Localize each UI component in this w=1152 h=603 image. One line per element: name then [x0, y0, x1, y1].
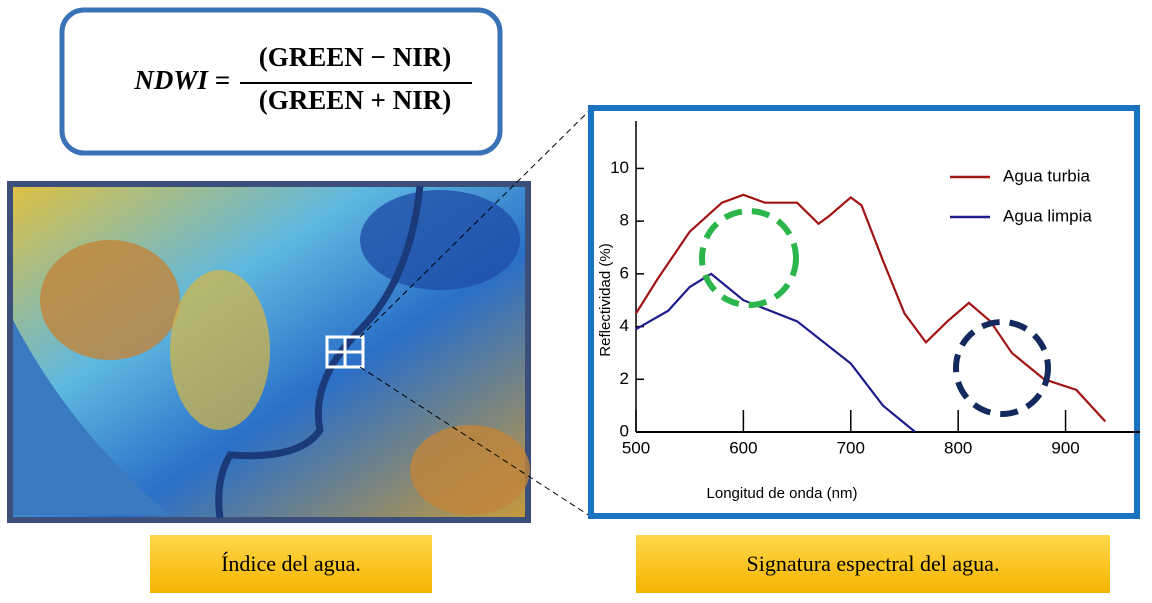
plot: 0 2 4 6 8 10 500 600 700 800 900 Agua turbia Agua li…	[610, 121, 1140, 457]
zoom-line	[359, 366, 591, 517]
x-tick-label: 800	[944, 438, 972, 457]
zoom-line	[359, 109, 591, 338]
caption: Signatura espectral del agua.	[747, 551, 1000, 576]
legend-label: Agua limpia	[1003, 206, 1092, 225]
series-line	[635, 193, 1107, 423]
y-axis-label: Reflectividad (%)	[597, 243, 614, 356]
highlight-circle	[953, 319, 1051, 417]
x-tick-label: 500	[622, 438, 650, 457]
y-tick-label: 8	[620, 211, 629, 230]
formula-lhs: NDWI =	[133, 65, 230, 95]
x-tick-label: 900	[1051, 438, 1079, 457]
y-tick-label: 10	[610, 158, 629, 177]
y-tick-label: 2	[620, 369, 629, 388]
caption-box	[150, 535, 432, 593]
legend-label: Agua turbia	[1003, 166, 1090, 185]
y-tick-label: 0	[620, 421, 629, 440]
formula-box	[59, 7, 503, 156]
x-tick-label: 600	[729, 438, 757, 457]
formula-denominator: (GREEN + NIR)	[259, 85, 451, 115]
caption-box	[636, 535, 1110, 593]
x-tick-label: 700	[837, 438, 865, 457]
x-axis-label: Longitud de onda (nm)	[707, 485, 858, 502]
series-line	[635, 272, 916, 433]
caption: Índice del agua.	[221, 551, 361, 576]
ndwi-map	[7, 181, 531, 523]
y-tick-label: 4	[620, 316, 629, 335]
formula-numerator: (GREEN − NIR)	[259, 42, 451, 72]
y-tick-label: 6	[620, 263, 629, 282]
highlight-circle	[699, 208, 799, 308]
chart-frame	[588, 105, 1140, 519]
